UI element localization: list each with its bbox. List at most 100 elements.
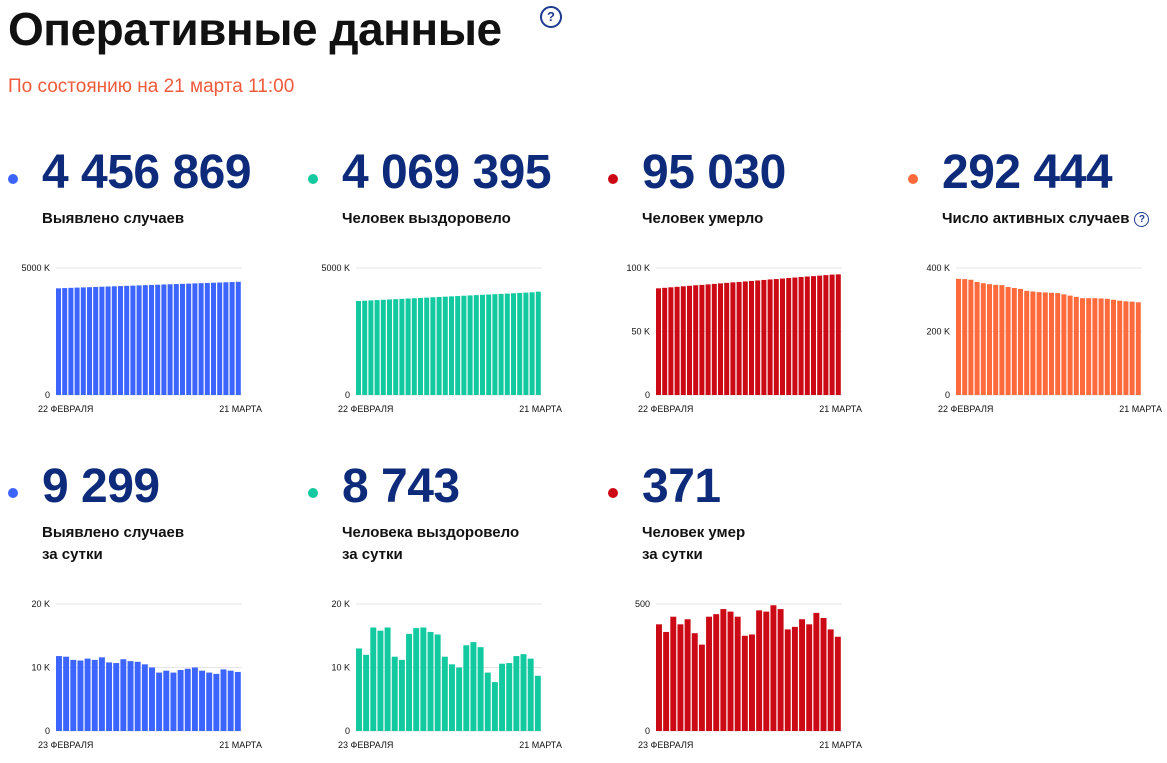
chart-bar: [430, 297, 436, 395]
stat-value: 4 456 869: [42, 146, 252, 199]
chart-bar: [120, 659, 127, 731]
x-tick-label: 23 ФЕВРАЛЯ: [338, 740, 393, 750]
help-icon[interactable]: ?: [1134, 211, 1150, 227]
chart-bar: [486, 294, 492, 395]
chart-bar: [124, 285, 130, 395]
stat-label: Выявлено случаев за сутки: [42, 522, 184, 566]
chart-bar: [1104, 298, 1110, 395]
chart-bar: [406, 633, 413, 731]
chart-bar: [142, 285, 148, 395]
series-dot: [8, 174, 18, 184]
chart-bar: [393, 299, 399, 395]
chart-bar: [424, 297, 430, 395]
x-tick-label: 23 ФЕВРАЛЯ: [638, 740, 693, 750]
chart-bar: [727, 611, 734, 731]
chart-bar: [473, 295, 479, 395]
chart-bar: [235, 281, 241, 395]
chart-bar: [517, 292, 523, 395]
stat-label: Человек умер за сутки: [642, 522, 745, 566]
chart-bar: [105, 286, 111, 395]
chart-bar: [974, 281, 980, 395]
chart-bar: [170, 672, 177, 731]
chart-bar: [506, 663, 513, 731]
chart-bar: [835, 274, 841, 395]
bar-chart: 0 200 K 400 K 22 ФЕВРАЛЯ 21 МАРТА: [908, 262, 1167, 427]
chart-bar: [773, 279, 779, 395]
chart-bar: [674, 286, 680, 395]
chart-bar: [1030, 291, 1036, 395]
chart-bar: [449, 664, 455, 731]
chart-bar: [698, 644, 705, 731]
y-tick-label: 0: [645, 726, 650, 736]
chart-bar: [511, 293, 516, 395]
chart-bar: [767, 279, 773, 395]
chart-bar: [141, 664, 148, 731]
chart-bar: [829, 274, 835, 395]
chart-bar: [118, 286, 123, 395]
chart-svg: 0 5000 K 22 ФЕВРАЛЯ 21 МАРТА: [321, 263, 562, 414]
chart-bar: [534, 675, 541, 731]
series-dot: [608, 174, 618, 184]
chart-bar: [813, 612, 820, 731]
chart-bar: [155, 284, 161, 395]
y-tick-label: 50 K: [631, 327, 650, 337]
chart-bar: [1011, 288, 1017, 395]
chart-bar: [492, 294, 498, 395]
y-tick-label: 400 K: [926, 263, 950, 273]
chart-bar: [370, 627, 377, 731]
chart-bar: [777, 609, 784, 731]
chart-bar: [161, 284, 167, 395]
chart-bar: [535, 291, 541, 395]
y-tick-label: 10 K: [331, 663, 350, 673]
chart-bar: [498, 293, 504, 395]
chart-bar: [87, 287, 92, 395]
chart-bar: [499, 663, 506, 731]
chart-bar: [455, 296, 461, 395]
stat-label-line: Выявлено случаев: [42, 210, 185, 227]
chart-bar: [213, 673, 220, 731]
chart-bar: [820, 617, 827, 731]
bar-chart: 0 10 K 20 K 23 ФЕВРАЛЯ 21 МАРТА: [308, 598, 578, 763]
series-dot: [308, 174, 318, 184]
stat-card: 4 456 869 Выявлено случаев: [8, 146, 298, 446]
chart-bar: [792, 277, 798, 395]
y-tick-label: 0: [45, 726, 50, 736]
chart-bar: [223, 282, 229, 395]
chart-bar: [180, 283, 185, 395]
stat-card: 4 069 395 Человек выздоровело: [308, 146, 598, 446]
y-tick-label: 0: [45, 390, 50, 400]
chart-bar: [670, 616, 677, 731]
chart-bar: [134, 661, 141, 731]
chart-bar: [1098, 298, 1104, 395]
y-tick-label: 20 K: [31, 599, 50, 609]
x-tick-label: 21 МАРТА: [819, 740, 862, 750]
chart-bar: [806, 624, 813, 731]
chart-bar: [677, 624, 684, 731]
chart-bar: [84, 658, 91, 731]
page-title: Оперативные данные: [8, 3, 502, 55]
chart-bar: [442, 296, 448, 395]
chart-bar: [411, 298, 417, 395]
chart-bar: [186, 283, 192, 395]
chart-bar: [368, 300, 374, 395]
chart-bar: [756, 610, 763, 731]
bar-chart: 0 5000 K 22 ФЕВРАЛЯ 21 МАРТА: [8, 262, 278, 427]
chart-bar: [687, 285, 692, 395]
chart-bar: [711, 283, 717, 396]
chart-bar: [480, 294, 485, 395]
help-icon[interactable]: ?: [540, 6, 562, 28]
stat-card: 292 444 Число активных случаев?: [908, 146, 1167, 446]
chart-bar: [527, 658, 534, 731]
chart-bar: [742, 281, 748, 395]
chart-bar: [799, 619, 806, 731]
y-tick-label: 10 K: [31, 663, 50, 673]
y-tick-label: 0: [945, 390, 950, 400]
chart-bar: [356, 301, 361, 395]
stat-label-line: за сутки: [642, 546, 703, 563]
stat-label: Человека выздоровело за сутки: [342, 522, 519, 566]
chart-bar: [434, 634, 441, 731]
chart-bar: [177, 670, 184, 731]
chart-bar: [491, 682, 498, 731]
chart-bar: [427, 631, 434, 731]
chart-bar: [705, 284, 711, 395]
